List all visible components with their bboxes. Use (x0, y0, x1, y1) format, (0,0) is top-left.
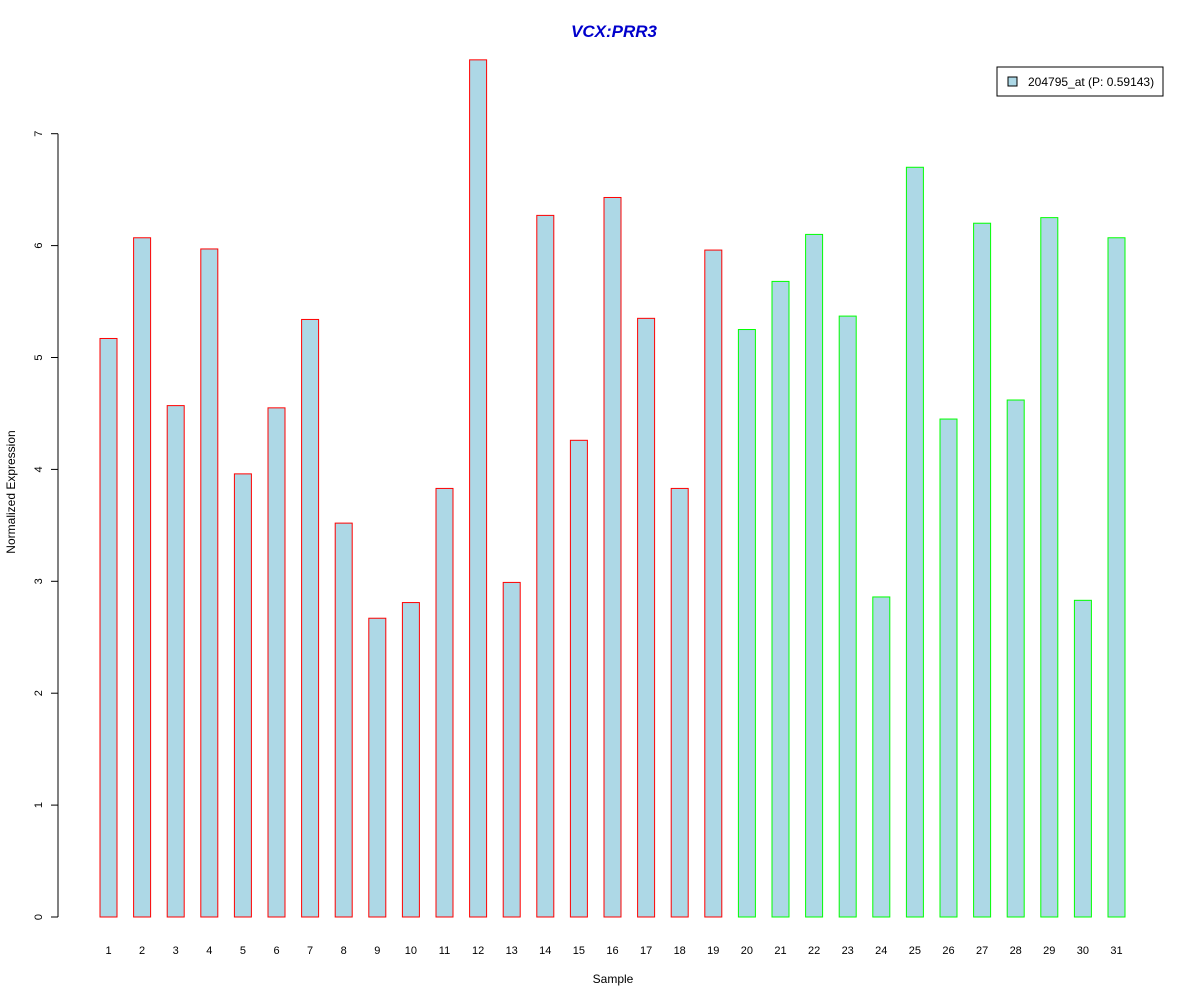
y-tick-label: 0 (33, 914, 45, 920)
x-tick-label: 11 (439, 945, 450, 957)
bars-group (99, 59, 1126, 918)
bar-sample-29 (1040, 217, 1059, 918)
x-tick-label: 24 (875, 945, 887, 957)
y-axis: 0 1 2 3 4 5 6 7 (33, 131, 59, 920)
x-tick-label: 12 (472, 945, 484, 957)
x-tick-label: 26 (942, 945, 954, 957)
x-tick-label: 31 (1110, 945, 1122, 957)
x-axis-label: Sample (593, 972, 634, 986)
bar-sample-7 (301, 318, 320, 918)
chart-title: VCX:PRR3 (571, 22, 658, 41)
bar-sample-5 (233, 473, 252, 918)
x-tick-label: 16 (606, 945, 618, 957)
bar-sample-4 (200, 248, 219, 918)
y-tick-label: 3 (33, 578, 45, 584)
x-tick-label: 19 (707, 945, 719, 957)
legend-label: 204795_at (P: 0.59143) (1028, 75, 1154, 89)
x-tick-label: 27 (976, 945, 988, 957)
bar-sample-31 (1107, 237, 1126, 918)
x-tick-label: 28 (1010, 945, 1022, 957)
bar-sample-2 (133, 237, 152, 918)
bar-sample-20 (737, 329, 756, 918)
x-tick-labels: 1 2 3 4 5 6 7 8 9 10 11 12 13 14 15 16 17 18 19 20 21 22 23 24 2… (105, 945, 1122, 957)
bar-sample-30 (1073, 599, 1092, 918)
x-tick-label: 3 (173, 945, 179, 957)
bar-sample-17 (637, 317, 656, 918)
bar-sample-10 (401, 602, 420, 918)
bar-sample-27 (973, 222, 992, 918)
y-tick-label: 4 (33, 466, 45, 472)
y-tick-label: 5 (33, 354, 45, 360)
bar-sample-1 (99, 337, 118, 918)
x-tick-label: 15 (573, 945, 585, 957)
x-tick-label: 2 (139, 945, 145, 957)
x-tick-label: 5 (240, 945, 246, 957)
x-tick-label: 23 (842, 945, 854, 957)
bar-sample-28 (1006, 399, 1025, 918)
x-tick-label: 18 (674, 945, 686, 957)
bar-sample-6 (267, 407, 286, 918)
bar-sample-12 (469, 59, 488, 918)
x-tick-label: 6 (273, 945, 279, 957)
bar-sample-18 (670, 487, 689, 918)
x-tick-label: 9 (374, 945, 380, 957)
x-tick-label: 30 (1077, 945, 1089, 957)
bar-sample-16 (603, 196, 622, 918)
y-tick-label: 1 (33, 802, 45, 808)
bar-sample-19 (704, 249, 723, 918)
x-tick-label: 20 (741, 945, 753, 957)
x-tick-label: 22 (808, 945, 820, 957)
x-tick-label: 13 (506, 945, 518, 957)
y-axis-label: Normalized Expression (4, 430, 18, 553)
bar-sample-21 (771, 280, 790, 918)
x-tick-label: 1 (105, 945, 111, 957)
bar-sample-8 (334, 522, 353, 918)
legend-box (996, 66, 1164, 97)
x-tick-label: 4 (206, 945, 212, 957)
x-tick-label: 10 (405, 945, 417, 957)
bar-sample-26 (939, 418, 958, 918)
bar-sample-14 (536, 214, 555, 918)
y-tick-label: 6 (33, 243, 45, 249)
y-tick-label: 2 (33, 690, 45, 696)
x-tick-label: 29 (1043, 945, 1055, 957)
bar-sample-22 (805, 233, 824, 918)
x-tick-label: 8 (341, 945, 347, 957)
bar-sample-24 (872, 596, 891, 918)
bar-sample-9 (368, 617, 387, 918)
legend: 204795_at (P: 0.59143) (996, 66, 1164, 97)
x-tick-label: 14 (539, 945, 551, 957)
x-tick-label: 21 (774, 945, 786, 957)
x-tick-label: 17 (640, 945, 652, 957)
bar-sample-11 (435, 487, 454, 918)
bar-sample-13 (502, 581, 521, 918)
y-tick-label: 7 (33, 131, 45, 137)
x-tick-label: 25 (909, 945, 921, 957)
bar-sample-23 (838, 315, 857, 918)
bar-sample-25 (905, 166, 924, 918)
x-tick-label: 7 (307, 945, 313, 957)
bar-sample-3 (166, 405, 185, 918)
bar-sample-15 (569, 439, 588, 918)
legend-swatch (1007, 76, 1018, 87)
